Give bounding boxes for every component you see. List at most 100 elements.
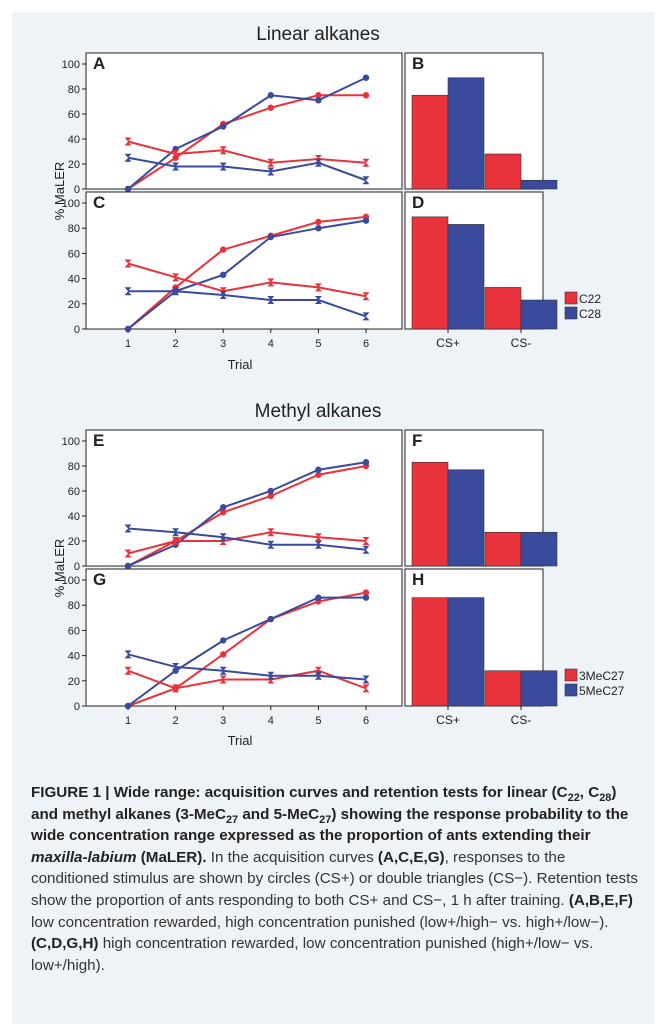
series-line <box>127 591 367 707</box>
bar <box>520 299 558 330</box>
data-point-circle <box>315 92 322 99</box>
data-point-circle <box>124 185 132 193</box>
data-point-double-triangle <box>172 537 180 545</box>
caption-heading-part: and 5-MeC <box>238 805 320 823</box>
data-point-double-triangle <box>219 162 227 171</box>
bar <box>411 216 449 330</box>
data-point-circle <box>267 487 274 495</box>
data-point-double-triangle <box>124 153 132 162</box>
y-tick-label: 100 <box>62 59 80 71</box>
data-point-circle <box>124 702 132 710</box>
data-point-circle <box>220 123 227 130</box>
legend-swatch <box>564 683 578 697</box>
line-panel-frame <box>85 191 403 330</box>
data-point-circle <box>220 246 227 253</box>
caption-body-part: , responses to the conditioned stimulus … <box>31 848 638 909</box>
y-tick-label: 60 <box>68 625 80 637</box>
x-tick-label: 2 <box>173 715 179 727</box>
data-point-double-triangle <box>124 287 132 296</box>
section-title: Linear alkanes <box>256 24 380 45</box>
y-tick-label: 40 <box>68 134 80 146</box>
y-tick-label: 20 <box>68 536 80 548</box>
data-point-double-triangle <box>267 296 275 305</box>
data-point-circle <box>267 104 274 111</box>
y-tick-label: 80 <box>68 600 80 612</box>
data-point-circle <box>220 651 227 658</box>
y-tick-label: 0 <box>74 561 80 573</box>
data-point-double-triangle <box>362 537 370 545</box>
data-point-circle <box>315 471 322 478</box>
data-point-double-triangle <box>172 162 180 171</box>
data-point-circle <box>315 466 322 473</box>
caption-panel-ref: (A,B,E,F) <box>568 891 633 909</box>
y-tick-label: 60 <box>68 248 80 260</box>
series-line <box>127 527 367 551</box>
series-line <box>127 219 367 330</box>
caption-body-part: low concentration rewarded, high concent… <box>31 913 609 931</box>
bar <box>520 179 558 190</box>
caption-subscript: 28 <box>599 792 612 805</box>
legend-swatch <box>564 291 578 305</box>
caption-heading-part: , C <box>579 784 600 801</box>
y-tick-label: 80 <box>68 223 80 235</box>
series-line <box>127 140 367 164</box>
data-point-double-triangle <box>267 278 275 287</box>
y-tick-label: 60 <box>68 109 80 121</box>
bar <box>447 597 485 707</box>
bar <box>484 287 522 330</box>
series-line <box>127 94 366 190</box>
caption-body-part: In the acquisition curves <box>206 848 378 866</box>
data-point-double-triangle <box>314 671 322 680</box>
data-point-double-triangle <box>219 666 227 675</box>
data-point-double-triangle <box>314 540 322 549</box>
data-point-circle <box>315 218 322 226</box>
caption-heading-part: ) and methyl alkanes (3-MeC <box>31 784 617 823</box>
data-point-double-triangle <box>172 287 180 296</box>
y-tick-label: 100 <box>62 198 80 210</box>
y-tick-label: 20 <box>68 299 80 311</box>
data-point-circle <box>315 225 322 232</box>
series-line <box>127 76 367 190</box>
line-panel-frame <box>85 429 403 567</box>
data-point-double-triangle <box>219 146 227 155</box>
data-point-double-triangle <box>362 675 370 684</box>
x-tick-label: 2 <box>173 338 179 350</box>
data-point-double-triangle <box>267 540 275 549</box>
panel-letter: H <box>412 570 424 589</box>
panel-letter: D <box>412 193 424 212</box>
bar <box>520 670 558 707</box>
caption-heading: FIGURE 1 | Wide range: acquisition curve… <box>31 784 628 866</box>
x-tick-label: 1 <box>125 338 131 350</box>
caption-subscript: 22 <box>567 792 580 805</box>
data-point-double-triangle <box>219 675 227 684</box>
data-point-circle <box>220 509 227 516</box>
bar <box>484 153 522 190</box>
panel-letter: G <box>93 570 106 589</box>
y-tick-label: 80 <box>68 461 80 473</box>
series-line <box>127 156 367 182</box>
data-point-double-triangle <box>362 176 370 185</box>
panel-letter: B <box>412 54 424 73</box>
data-point-circle <box>362 459 370 466</box>
data-point-double-triangle <box>267 158 275 167</box>
data-point-double-triangle <box>362 158 370 167</box>
legend-label: C28 <box>579 307 601 321</box>
x-tick-label: 1 <box>125 715 131 727</box>
data-point-double-triangle <box>314 158 322 167</box>
y-tick-label: 40 <box>68 274 80 286</box>
caption-heading-part: ) showing the response probability to th… <box>31 805 629 845</box>
data-point-double-triangle <box>172 684 180 693</box>
data-point-circle <box>315 594 322 601</box>
data-point-double-triangle <box>124 666 132 675</box>
panel-letter: F <box>412 431 422 450</box>
data-point-double-triangle <box>267 167 275 176</box>
data-point-circle <box>267 615 274 623</box>
data-point-double-triangle <box>124 137 132 146</box>
y-tick-label: 0 <box>74 184 80 196</box>
y-axis-label: % MaLER <box>52 162 67 221</box>
y-tick-label: 40 <box>68 511 80 523</box>
data-point-double-triangle <box>314 533 322 542</box>
caption-body-part: high concentration rewarded, low concent… <box>31 935 594 974</box>
x-tick-label: 3 <box>220 715 226 727</box>
